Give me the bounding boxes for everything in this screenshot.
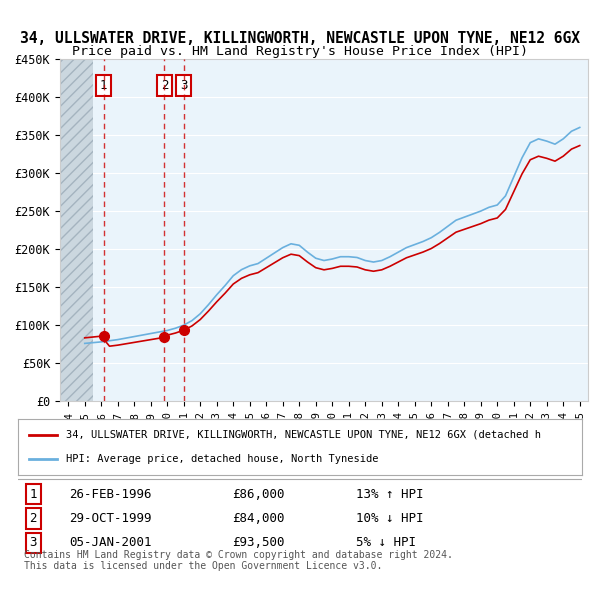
Text: £84,000: £84,000 <box>232 512 285 525</box>
Text: This data is licensed under the Open Government Licence v3.0.: This data is licensed under the Open Gov… <box>24 561 382 571</box>
Text: 05-JAN-2001: 05-JAN-2001 <box>69 536 151 549</box>
Text: 3: 3 <box>180 79 188 92</box>
Text: 5% ↓ HPI: 5% ↓ HPI <box>356 536 416 549</box>
Text: 13% ↑ HPI: 13% ↑ HPI <box>356 487 424 501</box>
Text: £93,500: £93,500 <box>232 536 285 549</box>
Text: 1: 1 <box>29 487 37 501</box>
Text: 34, ULLSWATER DRIVE, KILLINGWORTH, NEWCASTLE UPON TYNE, NE12 6GX (detached h: 34, ULLSWATER DRIVE, KILLINGWORTH, NEWCA… <box>66 430 541 440</box>
Text: £86,000: £86,000 <box>232 487 285 501</box>
Text: 10% ↓ HPI: 10% ↓ HPI <box>356 512 424 525</box>
Text: 3: 3 <box>29 536 37 549</box>
Text: 2: 2 <box>29 512 37 525</box>
Text: 34, ULLSWATER DRIVE, KILLINGWORTH, NEWCASTLE UPON TYNE, NE12 6GX: 34, ULLSWATER DRIVE, KILLINGWORTH, NEWCA… <box>20 31 580 46</box>
Text: 1: 1 <box>100 79 107 92</box>
Text: Price paid vs. HM Land Registry's House Price Index (HPI): Price paid vs. HM Land Registry's House … <box>72 45 528 58</box>
Text: Contains HM Land Registry data © Crown copyright and database right 2024.: Contains HM Land Registry data © Crown c… <box>24 549 453 559</box>
Text: HPI: Average price, detached house, North Tyneside: HPI: Average price, detached house, Nort… <box>66 454 379 464</box>
Text: 2: 2 <box>161 79 168 92</box>
Bar <box>60 59 93 401</box>
Text: 29-OCT-1999: 29-OCT-1999 <box>69 512 151 525</box>
Text: 26-FEB-1996: 26-FEB-1996 <box>69 487 151 501</box>
